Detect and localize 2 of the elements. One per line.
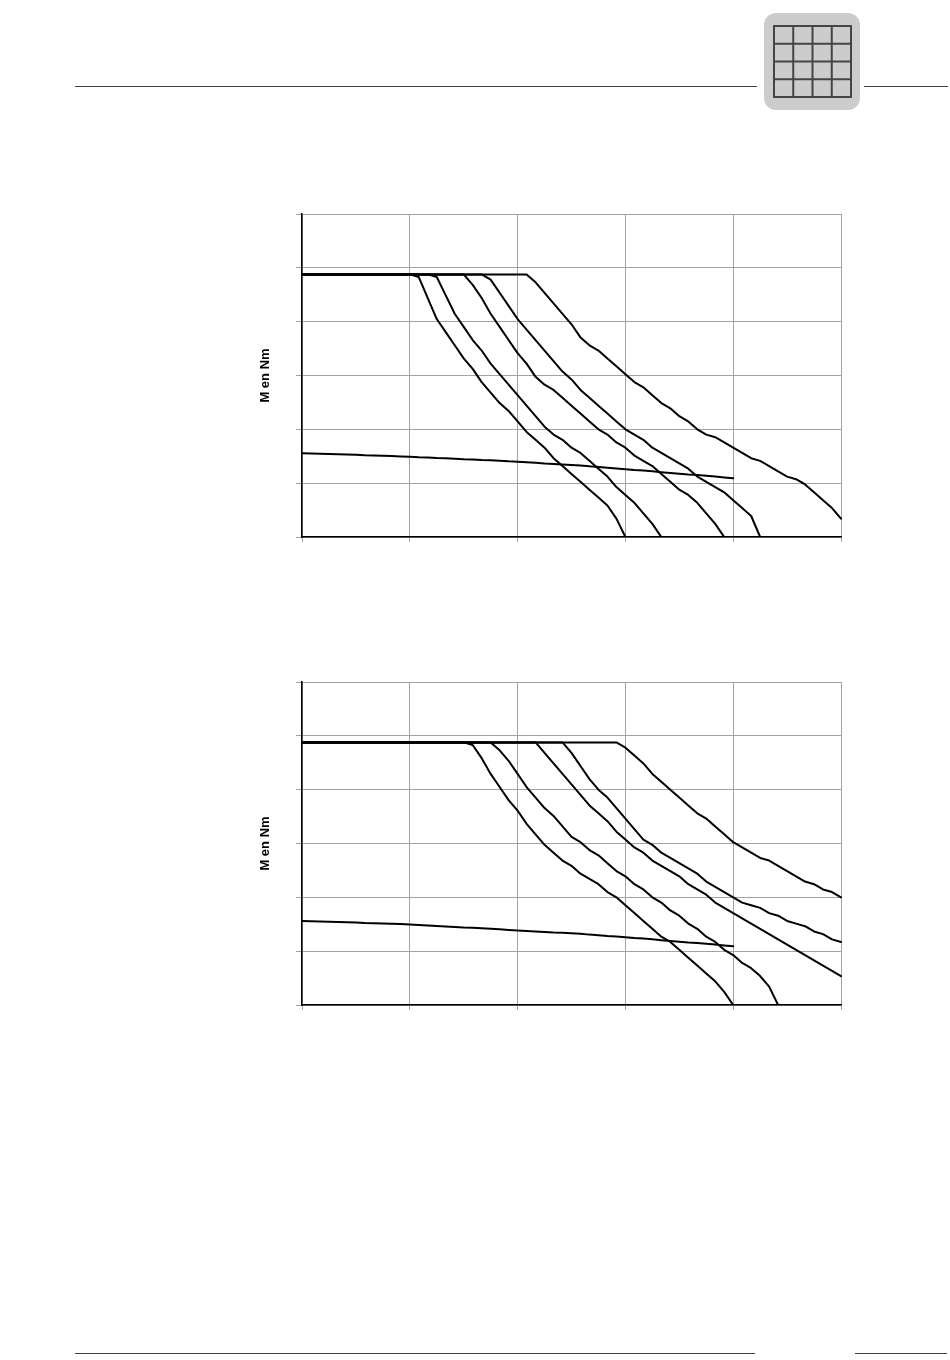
y-axis-title: M en Nm [257,816,273,871]
y-axis-title: M en Nm [257,348,273,403]
